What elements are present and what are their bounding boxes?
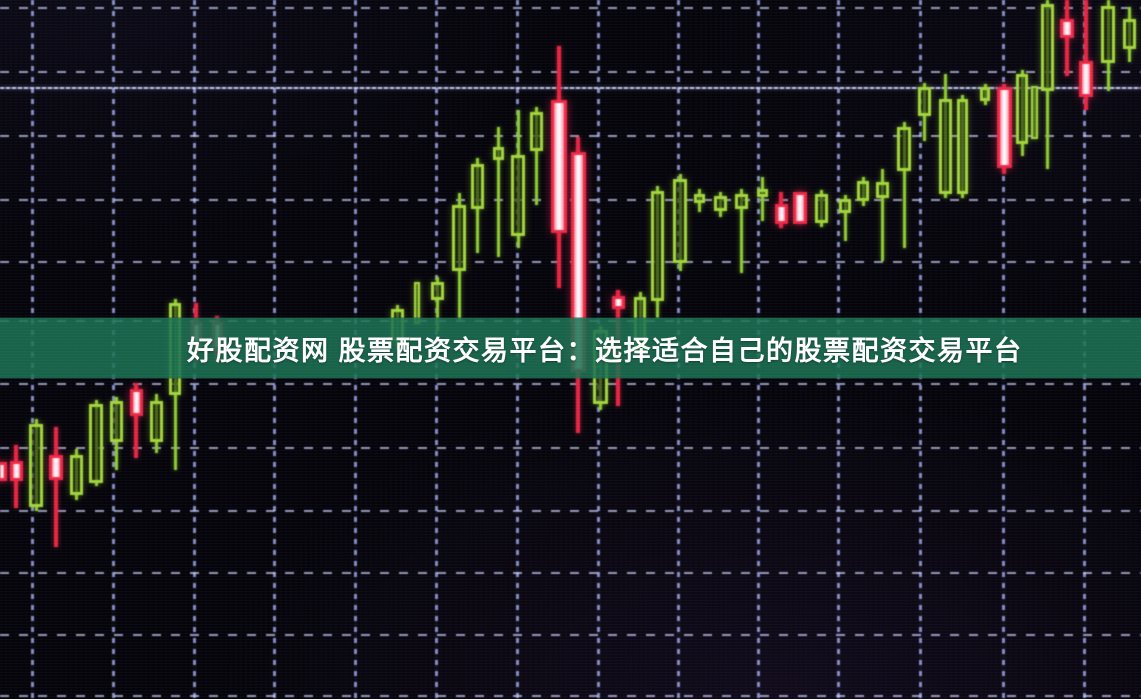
candle-body [0, 462, 7, 481]
grid-line-horizontal [0, 447, 1141, 449]
grid-line-horizontal [0, 71, 1141, 73]
candle-body [9, 461, 23, 481]
candle-body [1030, 86, 1038, 139]
candle-body [529, 112, 543, 151]
candle-body [857, 181, 869, 201]
candle-body [793, 192, 807, 224]
candle-body [956, 99, 968, 194]
banner-title: 好股配资网 股票配资交易平台：选择适合自己的股票配资交易平台 [187, 335, 1023, 366]
candle-body [756, 189, 768, 197]
candle-wick [435, 277, 439, 331]
candle-body [1101, 6, 1115, 63]
candle-body [917, 87, 931, 116]
candle-body [129, 389, 143, 416]
candle-body [492, 147, 504, 160]
candle-body [897, 127, 911, 171]
candle-body [29, 424, 43, 507]
candle-wick [496, 127, 500, 257]
candle-body [996, 87, 1012, 168]
candle-body [774, 204, 788, 224]
candle-wick [1065, 0, 1069, 76]
candle-body [713, 196, 727, 211]
candle-body [49, 455, 63, 480]
candle-wick [843, 195, 847, 241]
candle-body [814, 194, 828, 223]
grid-line-horizontal [0, 383, 1141, 385]
candle-body [1016, 74, 1028, 144]
candle-body [452, 205, 466, 271]
candle-body [149, 401, 163, 442]
candle-wick [880, 169, 884, 261]
candle-wick [902, 122, 906, 248]
candle-body [611, 296, 625, 309]
candle-wick [54, 427, 58, 547]
candle-body [511, 155, 525, 236]
grid-line-horizontal [0, 135, 1141, 137]
grid-line-horizontal [0, 510, 1141, 512]
candle-wick [1084, 0, 1088, 110]
candle-body [69, 455, 83, 495]
candle-body [430, 282, 444, 300]
grid-line-horizontal [0, 634, 1141, 636]
candle-body [839, 199, 851, 213]
candle-body [938, 99, 952, 194]
grid-line-horizontal [0, 695, 1141, 697]
candle-wick [534, 107, 538, 205]
candle-wick [134, 383, 138, 458]
candle-body [693, 194, 705, 203]
candle-body [1060, 19, 1074, 38]
candle-body [470, 164, 484, 209]
candle-body [734, 194, 748, 209]
candle-wick [760, 177, 764, 221]
price-level-line [0, 87, 1141, 89]
candle-body [980, 87, 990, 101]
candle-body [673, 179, 687, 263]
candle-body [109, 401, 123, 442]
grid-line-horizontal [0, 7, 1141, 9]
candle-body [1040, 4, 1054, 91]
candle-body [875, 182, 889, 198]
candle-body [1122, 19, 1136, 49]
grid-line-horizontal [0, 572, 1141, 574]
candle-body [1079, 61, 1093, 97]
candle-body [89, 404, 103, 483]
candle-wick [739, 189, 743, 273]
title-banner: 好股配资网 股票配资交易平台：选择适合自己的股票配资交易平台 [0, 318, 1141, 378]
candle-body [650, 191, 664, 301]
candle-body [551, 100, 567, 233]
